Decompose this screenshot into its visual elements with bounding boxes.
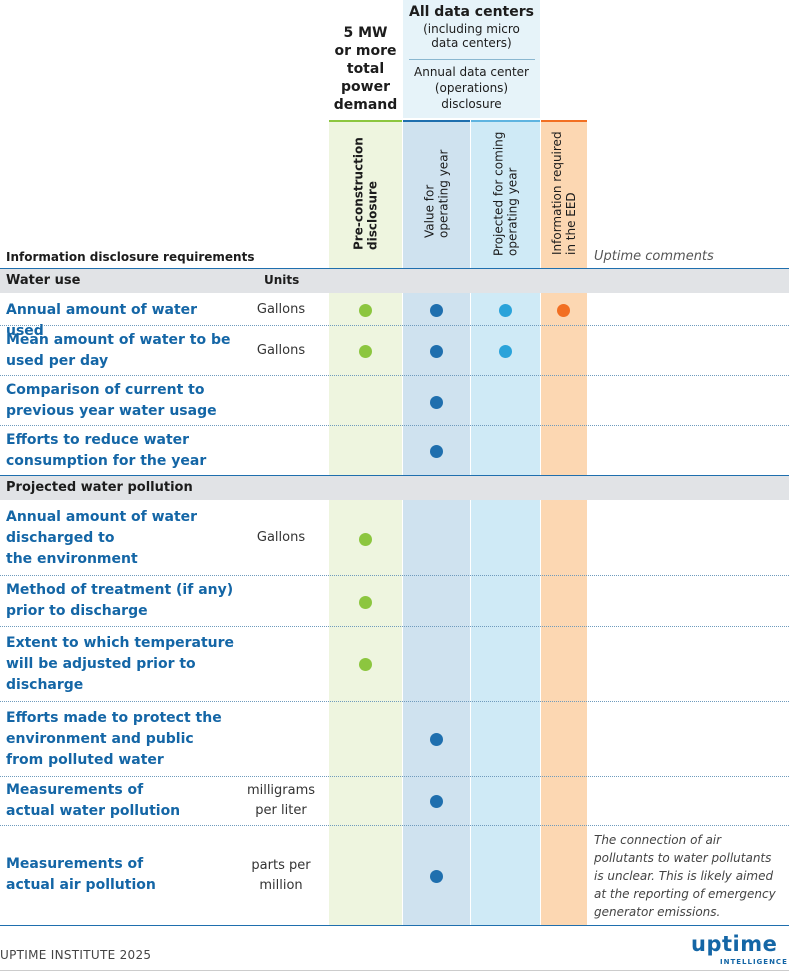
section-water-use-title: Water use — [6, 273, 81, 288]
column-accent-green — [329, 120, 402, 122]
header-all-data-centers: All data centers — [409, 4, 534, 20]
dot-value-year — [430, 445, 443, 458]
dot-projected — [499, 345, 512, 358]
column-projected-bg — [471, 120, 540, 925]
row-label: Method of treatment (if any) prior to di… — [6, 582, 234, 619]
column-value-year-bg — [403, 120, 470, 925]
table-row: Method of treatment (if any) prior to di… — [0, 576, 789, 626]
row-divider — [0, 375, 789, 376]
table-row: Annual amount of water discharged to the… — [0, 500, 789, 575]
dot-preconstruction — [359, 304, 372, 317]
column-accent-light-blue — [471, 120, 540, 122]
section-water-use: Water use Units — [0, 268, 789, 293]
table-row: Annual amount of water used Gallons — [0, 293, 789, 339]
row-unit: parts per million — [251, 858, 311, 893]
dot-preconstruction — [359, 596, 372, 609]
row-label: Extent to which temperature will be adju… — [6, 635, 235, 693]
dot-preconstruction — [359, 533, 372, 546]
row-unit: Gallons — [256, 343, 306, 358]
column-preconstruction-bg — [329, 120, 402, 925]
row-label: Measurements of actual air pollution — [6, 856, 156, 893]
table-bottom-rule — [0, 925, 789, 926]
table-row: Extent to which temperature will be adju… — [0, 627, 789, 701]
row-label: Efforts made to protect the environment … — [6, 710, 222, 768]
header-annual-disclosure: Annual data center (operations) disclosu… — [414, 65, 529, 111]
footer-credit: UPTIME INSTITUTE 2025 — [0, 948, 152, 962]
column-accent-blue — [403, 120, 470, 122]
dot-value-year — [430, 345, 443, 358]
table-row: Efforts made to protect the environment … — [0, 702, 789, 776]
table-row: Measurements of actual water pollution m… — [0, 777, 789, 825]
row-unit: milligrams per liter — [246, 783, 316, 818]
dot-value-year — [430, 733, 443, 746]
table-row: Efforts to reduce water consumption for … — [0, 426, 789, 475]
row-unit: Gallons — [256, 530, 306, 545]
column-header-projected-label: Projected for coming operating year — [491, 131, 520, 256]
units-heading: Units — [264, 273, 300, 287]
uptime-logo-sub: INTELLIGENCE — [720, 958, 788, 966]
row-label: Efforts to reduce water consumption for … — [6, 432, 207, 469]
table-row: Mean amount of water to be used per day … — [0, 326, 789, 375]
table-row: Comparison of current to previous year w… — [0, 376, 789, 425]
row-divider — [0, 325, 789, 326]
dot-projected — [499, 304, 512, 317]
uptime-comments-heading: Uptime comments — [594, 249, 714, 264]
column-accent-orange — [541, 120, 587, 122]
column-header-preconstruction-label: Pre-construction disclosure — [351, 137, 380, 250]
header-divider — [409, 59, 535, 60]
uptime-comment-air: The connection of air pollutants to wate… — [594, 833, 776, 919]
footer-rule — [0, 970, 789, 971]
column-header-preconstruction: Pre-construction disclosure — [329, 122, 402, 265]
row-divider — [0, 575, 789, 576]
row-divider — [0, 776, 789, 777]
column-header-eed-label: Information required in the EED — [550, 131, 578, 256]
info-requirements-heading: Information disclosure requirements — [6, 250, 255, 264]
row-label: Measurements of actual water pollution — [6, 782, 181, 819]
row-label: Comparison of current to previous year w… — [6, 382, 217, 419]
dot-preconstruction — [359, 658, 372, 671]
table-row: Measurements of actual air pollution par… — [0, 826, 789, 925]
row-unit: Gallons — [256, 302, 306, 317]
row-divider — [0, 626, 789, 627]
dot-value-year — [430, 795, 443, 808]
row-label: Annual amount of water discharged to the… — [6, 509, 198, 567]
header-5mw: 5 MW or more total power demand — [333, 25, 398, 113]
section-water-pollution: Projected water pollution — [0, 475, 789, 500]
header-all-data-centers-sub: (including micro data centers) — [423, 22, 520, 50]
row-divider — [0, 425, 789, 426]
section-water-pollution-title: Projected water pollution — [6, 480, 193, 495]
column-header-projected: Projected for coming operating year — [471, 122, 540, 265]
row-label: Annual amount of water used — [6, 302, 198, 339]
dot-value-year — [430, 304, 443, 317]
dot-preconstruction — [359, 345, 372, 358]
column-header-value-year: Value for operating year — [403, 122, 470, 265]
uptime-logo: uptime — [691, 932, 778, 956]
dot-eed — [557, 304, 570, 317]
column-header-eed: Information required in the EED — [541, 122, 587, 265]
column-eed-bg — [541, 120, 587, 925]
dot-value-year — [430, 870, 443, 883]
row-label: Mean amount of water to be used per day — [6, 332, 231, 369]
row-divider — [0, 701, 789, 702]
column-header-value-year-label: Value for operating year — [422, 149, 451, 238]
dot-value-year — [430, 396, 443, 409]
row-divider — [0, 825, 789, 826]
